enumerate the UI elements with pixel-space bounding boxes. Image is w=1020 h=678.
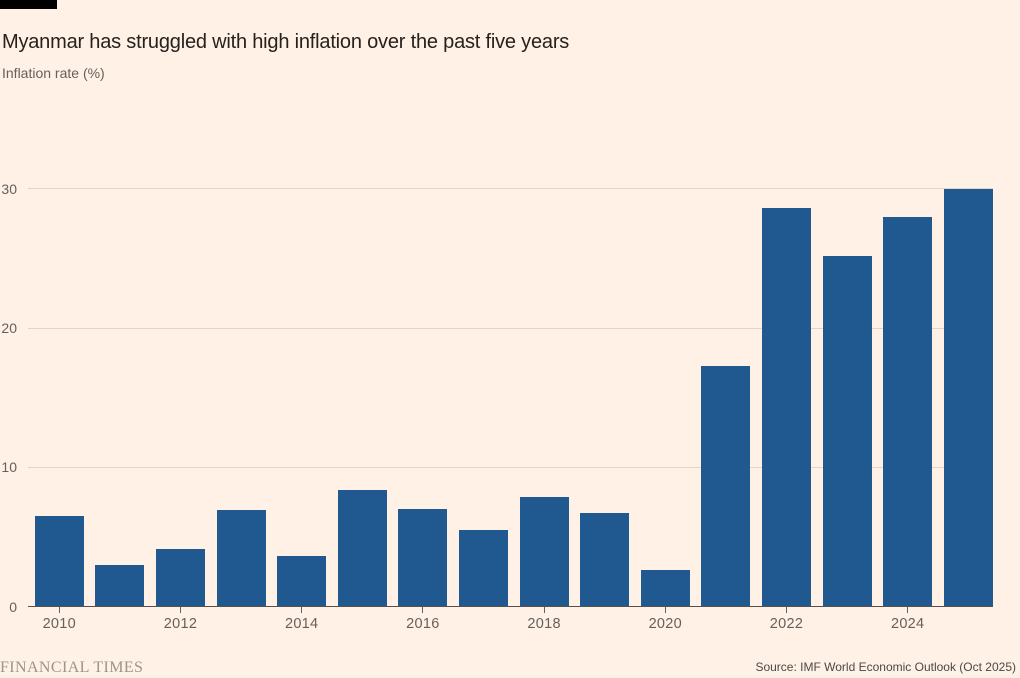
bar-2010: [34, 516, 84, 607]
gridline-20: [28, 327, 993, 329]
bar-2015: [337, 489, 387, 607]
bar-2017: [459, 529, 508, 607]
y-axis-label-30: 30: [1, 180, 17, 197]
x-tick-2016: [422, 607, 424, 613]
x-axis-label-2014: 2014: [284, 615, 319, 632]
bar-2014: [277, 556, 327, 607]
y-axis-label-0: 0: [9, 598, 17, 615]
x-tick-2012: [180, 607, 181, 613]
bar-2011: [95, 564, 145, 607]
x-axis-line: [28, 606, 993, 607]
bar-2024: [883, 216, 933, 607]
bar-2021: [701, 365, 751, 607]
x-tick-2010: [58, 607, 60, 613]
gridline-30: [28, 188, 993, 190]
bar-2020: [640, 570, 690, 607]
bar-2025: [943, 188, 993, 607]
bar-2012: [156, 549, 205, 607]
x-axis-label-2012: 2012: [163, 615, 198, 632]
x-tick-2014: [301, 607, 303, 613]
bar-2023: [822, 255, 872, 607]
x-axis-label-2022: 2022: [769, 615, 804, 632]
ft-logo: FINANCIAL TIMES: [0, 659, 144, 676]
y-axis-label-10: 10: [1, 459, 17, 476]
bar-2018: [519, 496, 569, 607]
x-tick-2024: [907, 607, 909, 613]
source-note: Source: IMF World Economic Outlook (Oct …: [755, 660, 1016, 674]
chart-subtitle: Inflation rate (%): [2, 65, 105, 81]
bar-2019: [580, 513, 630, 607]
x-axis-label-2024: 2024: [890, 615, 925, 632]
gridline-10: [28, 466, 993, 468]
x-tick-2018: [543, 607, 545, 613]
bar-2016: [398, 509, 448, 607]
x-tick-2022: [786, 607, 787, 613]
y-axis-label-20: 20: [1, 320, 17, 337]
x-axis-label-2018: 2018: [527, 615, 561, 632]
x-tick-2020: [664, 607, 666, 613]
x-axis-label-2020: 2020: [648, 615, 683, 632]
x-axis-label-2010: 2010: [42, 615, 77, 632]
bar-2022: [762, 208, 811, 607]
ft-tag-bar: [0, 0, 57, 9]
chart-title: Myanmar has struggled with high inflatio…: [2, 31, 570, 54]
x-axis-label-2016: 2016: [406, 615, 440, 632]
bar-2013: [216, 510, 266, 607]
